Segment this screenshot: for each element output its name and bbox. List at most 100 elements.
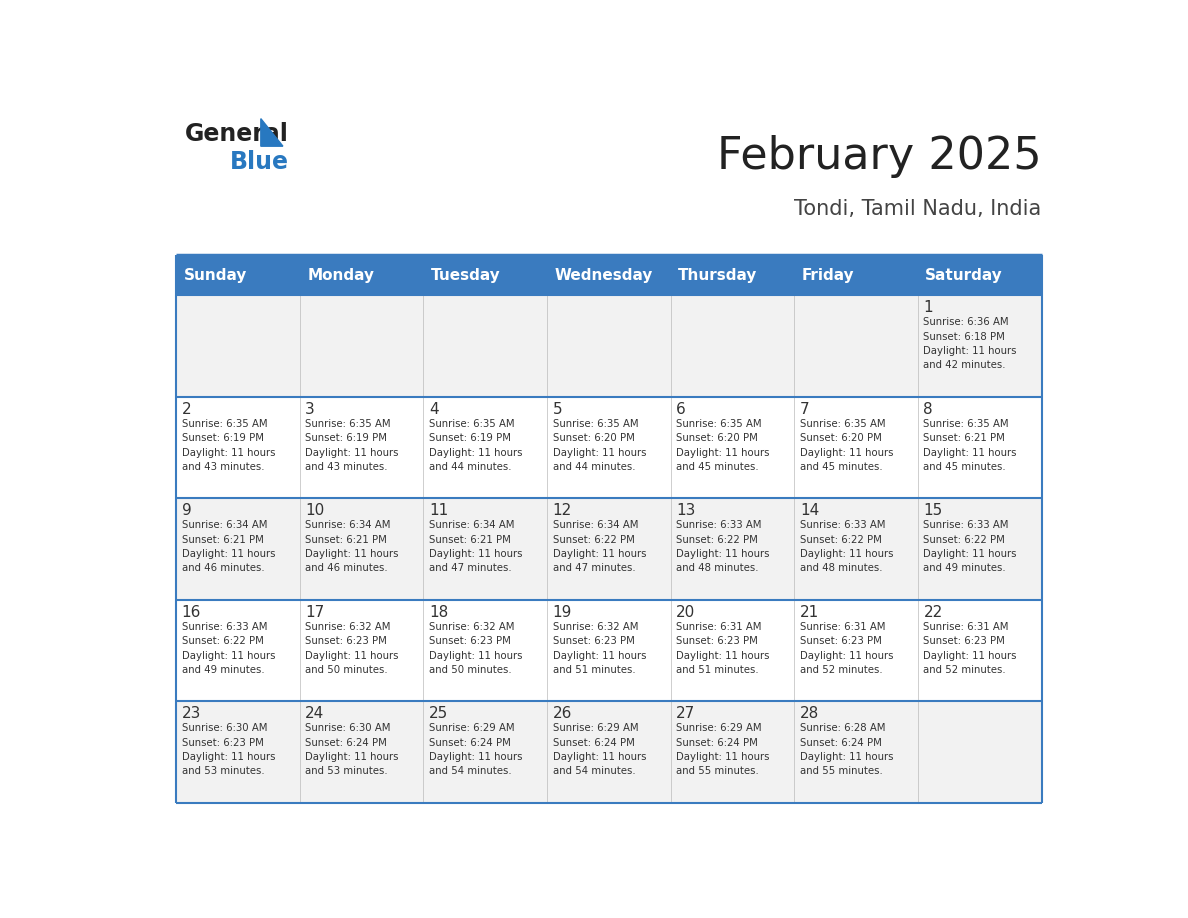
- Bar: [546, 255, 671, 296]
- Bar: [299, 255, 423, 296]
- Text: 18: 18: [429, 605, 448, 620]
- Bar: [423, 599, 546, 701]
- Bar: [918, 255, 1042, 296]
- Text: Sunrise: 6:32 AM
Sunset: 6:23 PM
Daylight: 11 hours
and 51 minutes.: Sunrise: 6:32 AM Sunset: 6:23 PM Dayligh…: [552, 621, 646, 675]
- Bar: [671, 701, 795, 803]
- Text: Sunrise: 6:32 AM
Sunset: 6:23 PM
Daylight: 11 hours
and 50 minutes.: Sunrise: 6:32 AM Sunset: 6:23 PM Dayligh…: [305, 621, 399, 675]
- Bar: [918, 296, 1042, 397]
- Text: 25: 25: [429, 706, 448, 722]
- Text: 10: 10: [305, 503, 324, 519]
- Text: Sunrise: 6:28 AM
Sunset: 6:24 PM
Daylight: 11 hours
and 55 minutes.: Sunrise: 6:28 AM Sunset: 6:24 PM Dayligh…: [800, 723, 893, 777]
- Text: Sunrise: 6:29 AM
Sunset: 6:24 PM
Daylight: 11 hours
and 54 minutes.: Sunrise: 6:29 AM Sunset: 6:24 PM Dayligh…: [552, 723, 646, 777]
- Bar: [671, 255, 795, 296]
- Text: 23: 23: [182, 706, 201, 722]
- Bar: [671, 498, 795, 599]
- Text: 3: 3: [305, 402, 315, 417]
- Text: Sunrise: 6:35 AM
Sunset: 6:19 PM
Daylight: 11 hours
and 43 minutes.: Sunrise: 6:35 AM Sunset: 6:19 PM Dayligh…: [305, 419, 399, 472]
- Text: Sunrise: 6:35 AM
Sunset: 6:21 PM
Daylight: 11 hours
and 45 minutes.: Sunrise: 6:35 AM Sunset: 6:21 PM Dayligh…: [923, 419, 1017, 472]
- Polygon shape: [261, 118, 283, 146]
- Text: Wednesday: Wednesday: [555, 268, 653, 283]
- Bar: [176, 498, 299, 599]
- Text: Monday: Monday: [308, 268, 374, 283]
- Bar: [299, 296, 423, 397]
- Bar: [546, 498, 671, 599]
- Text: 22: 22: [923, 605, 943, 620]
- Bar: [546, 397, 671, 498]
- Bar: [546, 599, 671, 701]
- Text: 1: 1: [923, 300, 933, 315]
- Text: 27: 27: [676, 706, 695, 722]
- Bar: [795, 397, 918, 498]
- Bar: [918, 701, 1042, 803]
- Text: Thursday: Thursday: [678, 268, 758, 283]
- Text: 7: 7: [800, 402, 809, 417]
- Text: Sunrise: 6:35 AM
Sunset: 6:20 PM
Daylight: 11 hours
and 45 minutes.: Sunrise: 6:35 AM Sunset: 6:20 PM Dayligh…: [800, 419, 893, 472]
- Bar: [423, 701, 546, 803]
- Text: 4: 4: [429, 402, 438, 417]
- Bar: [918, 599, 1042, 701]
- Text: 14: 14: [800, 503, 819, 519]
- Text: Sunrise: 6:32 AM
Sunset: 6:23 PM
Daylight: 11 hours
and 50 minutes.: Sunrise: 6:32 AM Sunset: 6:23 PM Dayligh…: [429, 621, 523, 675]
- Bar: [795, 498, 918, 599]
- Bar: [918, 397, 1042, 498]
- Text: Sunrise: 6:29 AM
Sunset: 6:24 PM
Daylight: 11 hours
and 54 minutes.: Sunrise: 6:29 AM Sunset: 6:24 PM Dayligh…: [429, 723, 523, 777]
- Text: 8: 8: [923, 402, 933, 417]
- Bar: [423, 397, 546, 498]
- Bar: [176, 296, 299, 397]
- Text: Sunrise: 6:30 AM
Sunset: 6:23 PM
Daylight: 11 hours
and 53 minutes.: Sunrise: 6:30 AM Sunset: 6:23 PM Dayligh…: [182, 723, 276, 777]
- Text: Sunrise: 6:34 AM
Sunset: 6:21 PM
Daylight: 11 hours
and 46 minutes.: Sunrise: 6:34 AM Sunset: 6:21 PM Dayligh…: [182, 521, 276, 574]
- Text: 12: 12: [552, 503, 571, 519]
- Text: Sunrise: 6:34 AM
Sunset: 6:21 PM
Daylight: 11 hours
and 47 minutes.: Sunrise: 6:34 AM Sunset: 6:21 PM Dayligh…: [429, 521, 523, 574]
- Bar: [795, 296, 918, 397]
- Text: 11: 11: [429, 503, 448, 519]
- Bar: [299, 701, 423, 803]
- Text: 9: 9: [182, 503, 191, 519]
- Text: Sunrise: 6:36 AM
Sunset: 6:18 PM
Daylight: 11 hours
and 42 minutes.: Sunrise: 6:36 AM Sunset: 6:18 PM Dayligh…: [923, 318, 1017, 371]
- Bar: [546, 701, 671, 803]
- Text: Saturday: Saturday: [925, 268, 1003, 283]
- Text: Sunday: Sunday: [183, 268, 247, 283]
- Bar: [671, 599, 795, 701]
- Text: 6: 6: [676, 402, 685, 417]
- Text: Sunrise: 6:33 AM
Sunset: 6:22 PM
Daylight: 11 hours
and 48 minutes.: Sunrise: 6:33 AM Sunset: 6:22 PM Dayligh…: [676, 521, 770, 574]
- Text: Sunrise: 6:31 AM
Sunset: 6:23 PM
Daylight: 11 hours
and 52 minutes.: Sunrise: 6:31 AM Sunset: 6:23 PM Dayligh…: [923, 621, 1017, 675]
- Text: Tuesday: Tuesday: [431, 268, 500, 283]
- Text: Sunrise: 6:31 AM
Sunset: 6:23 PM
Daylight: 11 hours
and 52 minutes.: Sunrise: 6:31 AM Sunset: 6:23 PM Dayligh…: [800, 621, 893, 675]
- Text: 2: 2: [182, 402, 191, 417]
- Bar: [795, 255, 918, 296]
- Bar: [918, 498, 1042, 599]
- Text: February 2025: February 2025: [716, 135, 1042, 178]
- Bar: [176, 397, 299, 498]
- Text: 24: 24: [305, 706, 324, 722]
- Bar: [176, 701, 299, 803]
- Text: Sunrise: 6:35 AM
Sunset: 6:19 PM
Daylight: 11 hours
and 43 minutes.: Sunrise: 6:35 AM Sunset: 6:19 PM Dayligh…: [182, 419, 276, 472]
- Text: 13: 13: [676, 503, 695, 519]
- Text: Sunrise: 6:33 AM
Sunset: 6:22 PM
Daylight: 11 hours
and 49 minutes.: Sunrise: 6:33 AM Sunset: 6:22 PM Dayligh…: [923, 521, 1017, 574]
- Bar: [423, 498, 546, 599]
- Text: Sunrise: 6:31 AM
Sunset: 6:23 PM
Daylight: 11 hours
and 51 minutes.: Sunrise: 6:31 AM Sunset: 6:23 PM Dayligh…: [676, 621, 770, 675]
- Bar: [795, 599, 918, 701]
- Text: 17: 17: [305, 605, 324, 620]
- Text: Sunrise: 6:29 AM
Sunset: 6:24 PM
Daylight: 11 hours
and 55 minutes.: Sunrise: 6:29 AM Sunset: 6:24 PM Dayligh…: [676, 723, 770, 777]
- Bar: [176, 255, 299, 296]
- Text: Tondi, Tamil Nadu, India: Tondi, Tamil Nadu, India: [795, 198, 1042, 218]
- Text: 26: 26: [552, 706, 571, 722]
- Bar: [299, 397, 423, 498]
- Bar: [795, 701, 918, 803]
- Text: Friday: Friday: [802, 268, 854, 283]
- Text: Blue: Blue: [229, 150, 289, 174]
- Bar: [671, 296, 795, 397]
- Bar: [546, 296, 671, 397]
- Text: Sunrise: 6:30 AM
Sunset: 6:24 PM
Daylight: 11 hours
and 53 minutes.: Sunrise: 6:30 AM Sunset: 6:24 PM Dayligh…: [305, 723, 399, 777]
- Text: 19: 19: [552, 605, 571, 620]
- Bar: [423, 255, 546, 296]
- Bar: [176, 599, 299, 701]
- Text: 5: 5: [552, 402, 562, 417]
- Text: Sunrise: 6:35 AM
Sunset: 6:20 PM
Daylight: 11 hours
and 44 minutes.: Sunrise: 6:35 AM Sunset: 6:20 PM Dayligh…: [552, 419, 646, 472]
- Text: 16: 16: [182, 605, 201, 620]
- Text: General: General: [185, 121, 289, 145]
- Text: Sunrise: 6:33 AM
Sunset: 6:22 PM
Daylight: 11 hours
and 49 minutes.: Sunrise: 6:33 AM Sunset: 6:22 PM Dayligh…: [182, 621, 276, 675]
- Bar: [671, 397, 795, 498]
- Text: 15: 15: [923, 503, 943, 519]
- Text: 21: 21: [800, 605, 819, 620]
